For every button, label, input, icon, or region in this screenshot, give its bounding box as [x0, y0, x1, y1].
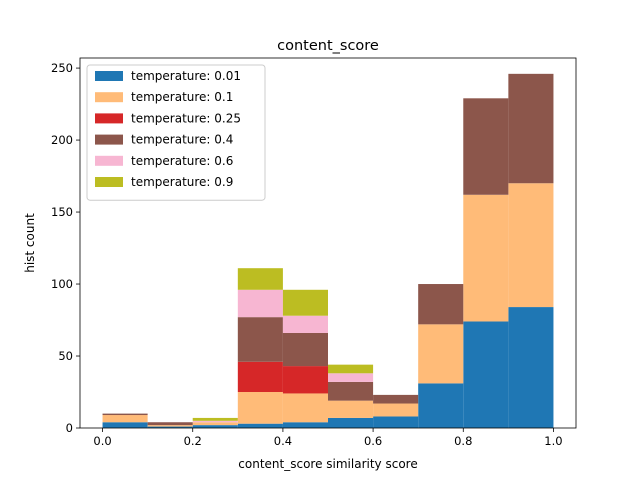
bar-series-3-bin-7: [418, 284, 464, 325]
bar-series-5-bin-3: [237, 268, 283, 290]
x-axis-label: content_score similarity score: [238, 457, 417, 471]
legend-label: temperature: 0.25: [131, 111, 241, 125]
y-tick-label: 200: [51, 133, 73, 147]
bar-series-1-bin-9: [508, 183, 554, 308]
bar-series-0-bin-1: [147, 426, 193, 428]
y-tick-label: 150: [51, 205, 73, 219]
legend-label: temperature: 0.4: [131, 133, 233, 147]
bar-series-4-bin-3: [237, 289, 283, 318]
bar-series-1-bin-8: [463, 194, 509, 322]
bar-series-1-bin-2: [192, 422, 238, 426]
bar-series-4-bin-2: [192, 420, 238, 423]
bar-series-3-bin-0: [102, 413, 148, 416]
bar-series-0-bin-0: [102, 422, 148, 428]
bar-series-0-bin-4: [282, 422, 328, 428]
legend-swatch: [95, 155, 123, 166]
bar-series-0-bin-7: [418, 383, 464, 428]
legend-swatch: [95, 134, 123, 145]
x-tick-label: 0.6: [364, 434, 382, 448]
bar-series-0-bin-5: [328, 417, 374, 428]
chart-title: content_score: [277, 38, 379, 54]
bar-series-3-bin-6: [373, 394, 419, 404]
x-tick-label: 0.0: [93, 434, 111, 448]
plot-frame: [79, 57, 577, 429]
bar-series-0-bin-3: [237, 423, 283, 428]
x-tick-label: 0.4: [274, 434, 292, 448]
legend-label: temperature: 0.9: [131, 175, 233, 189]
bar-series-3-bin-8: [463, 98, 509, 195]
legend-label: temperature: 0.6: [131, 154, 233, 168]
legend-label: temperature: 0.1: [131, 90, 233, 104]
bar-series-1-bin-3: [237, 392, 283, 424]
bar-series-0-bin-2: [192, 425, 238, 428]
bar-series-1-bin-4: [282, 393, 328, 423]
bar-series-5-bin-4: [282, 289, 328, 316]
x-tick-label: 0.2: [184, 434, 202, 448]
legend: temperature: 0.01 temperature: 0.1 tempera…: [86, 64, 266, 201]
legend-swatch: [95, 177, 123, 187]
y-tick-label: 50: [58, 349, 73, 363]
bar-series-1-bin-1: [147, 425, 193, 427]
bar-series-0-bin-8: [463, 321, 509, 428]
x-tick-label: 1.0: [544, 434, 562, 448]
bar-series-0-bin-9: [508, 307, 554, 428]
bar-series-5-bin-2: [192, 417, 238, 421]
y-tick-label: 0: [66, 421, 73, 435]
bar-series-1-bin-0: [102, 415, 148, 423]
bar-series-1-bin-7: [418, 324, 464, 384]
y-axis-label: hist count: [23, 213, 37, 273]
legend-swatch: [95, 113, 123, 124]
y-tick-label: 100: [51, 277, 73, 291]
bar-series-0-bin-6: [373, 416, 419, 428]
axes-group: 0.0 0.2 0.4 0.6 0.8 1.0 0 50 100 150 200 250: [51, 57, 577, 448]
bar-series-4-bin-5: [328, 373, 374, 382]
bar-series-3-bin-5: [328, 381, 374, 401]
bar-series-3-bin-9: [508, 73, 554, 184]
legend-swatch: [95, 71, 123, 81]
bar-series-3-bin-3: [237, 317, 283, 362]
bars-group: [102, 73, 554, 428]
bar-series-1-bin-5: [328, 400, 374, 418]
bar-series-4-bin-4: [282, 315, 328, 333]
bar-series-2-bin-4: [282, 366, 328, 394]
legend-box: [86, 64, 266, 201]
bar-series-5-bin-5: [328, 364, 374, 374]
x-tick-label: 0.8: [454, 434, 472, 448]
bar-series-2-bin-3: [237, 361, 283, 393]
bar-series-3-bin-1: [147, 422, 193, 426]
y-tick-label: 250: [51, 61, 73, 75]
legend-label: temperature: 0.01: [131, 69, 241, 83]
legend-swatch: [95, 92, 123, 103]
bar-series-1-bin-6: [373, 403, 419, 417]
bar-series-3-bin-4: [282, 332, 328, 367]
